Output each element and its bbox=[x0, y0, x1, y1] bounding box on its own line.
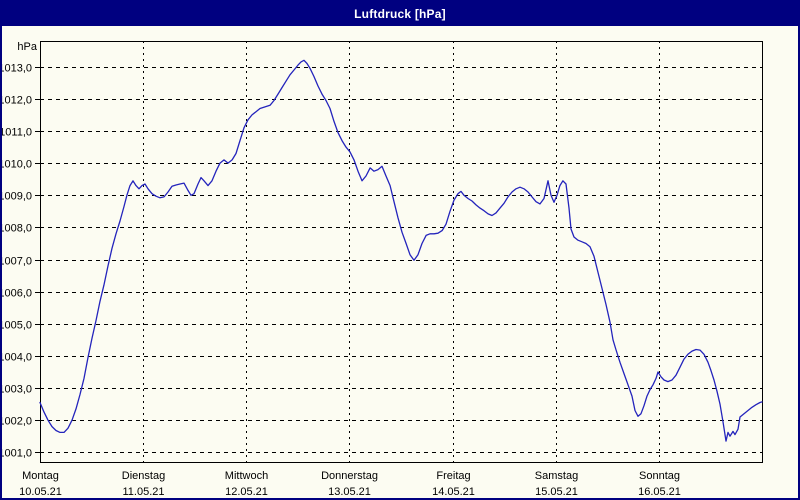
y-tick-label: 1003,0 bbox=[2, 384, 32, 396]
day-name-label: Montag bbox=[22, 470, 59, 482]
day-date-label: 16.05.21 bbox=[638, 486, 681, 498]
title-bar: Luftdruck [hPa] bbox=[2, 2, 798, 26]
y-tick-label: 1002,0 bbox=[2, 416, 32, 428]
day-date-label: 15.05.21 bbox=[535, 486, 578, 498]
y-tick-label: 1007,0 bbox=[2, 256, 32, 268]
y-axis-unit-label: hPa bbox=[17, 41, 37, 53]
day-name-label: Dienstag bbox=[122, 470, 165, 482]
day-name-label: Samstag bbox=[535, 470, 578, 482]
y-tick-label: 1009,0 bbox=[2, 191, 32, 203]
y-tick-label: 1005,0 bbox=[2, 320, 32, 332]
y-tick-label: 1010,0 bbox=[2, 159, 32, 171]
day-name-label: Freitag bbox=[436, 470, 470, 482]
pressure-line bbox=[39, 59, 763, 442]
y-tick-label: 1008,0 bbox=[2, 223, 32, 235]
day-date-label: 10.05.21 bbox=[19, 486, 62, 498]
day-date-label: 12.05.21 bbox=[225, 486, 268, 498]
day-date-label: 13.05.21 bbox=[328, 486, 371, 498]
y-tick-label: 1006,0 bbox=[2, 288, 32, 300]
window-title: Luftdruck [hPa] bbox=[354, 7, 446, 21]
day-date-label: 11.05.21 bbox=[122, 486, 164, 498]
y-tick-label: 1001,0 bbox=[2, 448, 32, 460]
y-tick-label: 1013,0 bbox=[2, 63, 32, 75]
day-name-label: Mittwoch bbox=[225, 470, 268, 482]
y-tick-label: 1012,0 bbox=[2, 95, 32, 107]
day-date-label: 14.05.21 bbox=[432, 486, 475, 498]
y-tick-label: 1004,0 bbox=[2, 352, 32, 364]
day-name-label: Donnerstag bbox=[321, 470, 378, 482]
day-name-label: Sonntag bbox=[639, 470, 680, 482]
plot-frame bbox=[40, 41, 763, 463]
y-tick-label: 1011,0 bbox=[2, 127, 32, 139]
